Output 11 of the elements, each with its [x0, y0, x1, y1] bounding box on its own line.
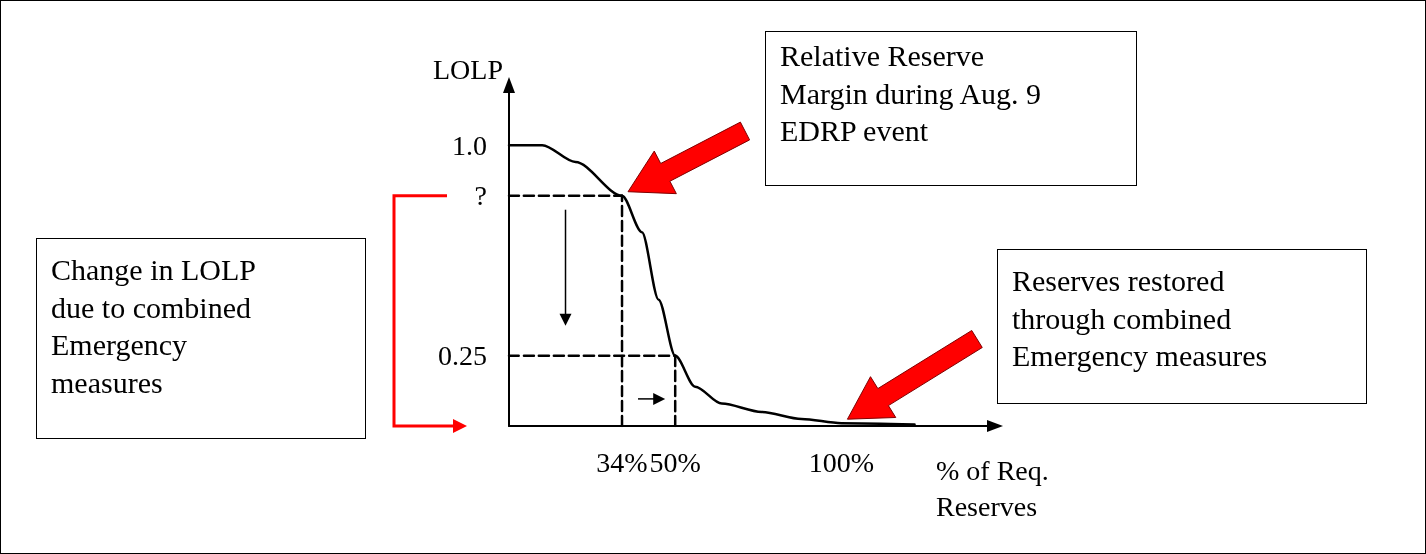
y-tick-label: ? — [474, 180, 487, 212]
y-tick-label: 1.0 — [452, 129, 487, 161]
x-tick-label: 100% — [808, 446, 875, 478]
y-tick-label: 0.25 — [438, 340, 487, 372]
annotation: Relative Reserve Margin during Aug. 9 EDRP event — [765, 31, 1137, 186]
x-axis-title: % of Req. Reserves — [936, 454, 1050, 525]
x-tick-label: 34% — [596, 446, 648, 478]
text: Change in LOLP due to combined Emergency measures — [36, 238, 366, 439]
x-tick-label: 50% — [649, 446, 701, 478]
text: Reserves restored through combined Emergency measures — [997, 249, 1367, 404]
y-axis-title: LOLP — [433, 53, 503, 85]
